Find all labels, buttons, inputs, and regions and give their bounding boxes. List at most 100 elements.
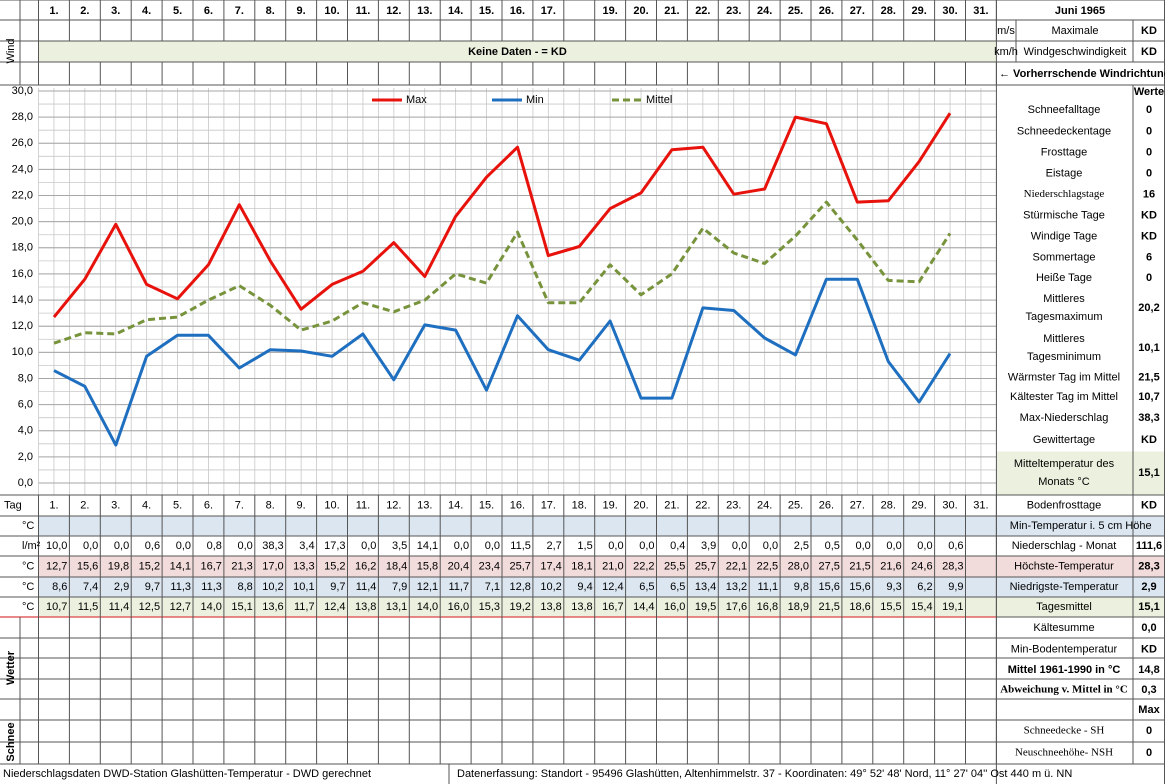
temp-value: 14,4 — [633, 601, 654, 613]
unit-label: °C — [22, 560, 34, 572]
precip-value: 0,0 — [114, 540, 129, 552]
day-label: 25. — [788, 499, 803, 511]
precip-value: 0,0 — [608, 540, 623, 552]
precip-value: 38,3 — [262, 540, 283, 552]
temp-value: 12,7 — [46, 560, 67, 572]
stat-value: 0 — [1146, 167, 1152, 179]
precip-value: 0,0 — [763, 540, 778, 552]
stat-value: 28,3 — [1138, 560, 1159, 572]
precip-value: 0,0 — [238, 540, 253, 552]
temp-value: 16,7 — [200, 560, 221, 572]
day-label: 10. — [324, 499, 339, 511]
day-label: 30. — [942, 499, 957, 511]
temp-value: 13,8 — [540, 601, 561, 613]
stat-value: 0 — [1146, 125, 1152, 137]
temp-value: 16,0 — [448, 601, 469, 613]
stat-value: 0 — [1146, 146, 1152, 158]
day-label: 3. — [111, 499, 120, 511]
temp-value: 12,8 — [509, 581, 530, 593]
precip-value: 0,0 — [732, 540, 747, 552]
temp-value: 15,6 — [849, 581, 870, 593]
cell-bg — [38, 577, 997, 597]
temp-value: 12,4 — [324, 601, 345, 613]
y-tick-label: 0,0 — [18, 477, 33, 489]
day-header: 21. — [664, 5, 679, 17]
temp-value: 15,2 — [139, 560, 160, 572]
y-tick-label: 8,0 — [18, 372, 33, 384]
temp-value: 15,5 — [880, 601, 901, 613]
stat-label: Max-Niederschlag — [1020, 412, 1109, 424]
stat-label: Niedrigste-Temperatur — [1010, 581, 1119, 593]
stat-bg — [996, 577, 1164, 597]
precip-value: 2,5 — [794, 540, 809, 552]
stat-label: Mittel 1961-1990 in °C — [1008, 664, 1121, 676]
temp-value: 25,7 — [695, 560, 716, 572]
precip-value: 2,7 — [547, 540, 562, 552]
temp-value: 6,2 — [917, 581, 932, 593]
day-header: 6. — [204, 5, 213, 17]
temp-value: 17,6 — [726, 601, 747, 613]
temp-value: 25,5 — [664, 560, 685, 572]
temp-value: 7,4 — [83, 581, 98, 593]
precip-value: 3,9 — [701, 540, 716, 552]
day-label: 21. — [664, 499, 679, 511]
temp-value: 22,2 — [633, 560, 654, 572]
snow-label: Schnee — [5, 722, 17, 761]
stat-header: Werte — [1134, 86, 1164, 98]
precip-value: 0,0 — [856, 540, 871, 552]
day-label: 1. — [49, 499, 58, 511]
stat-value: KD — [1141, 643, 1157, 655]
precip-value: 0,0 — [485, 540, 500, 552]
temp-value: 13,4 — [695, 581, 716, 593]
temp-value: 12,5 — [139, 601, 160, 613]
day-header: 7. — [235, 5, 244, 17]
legend-label: Mittel — [646, 94, 672, 106]
cell-bg — [38, 556, 997, 577]
temp-value: 10,1 — [293, 581, 314, 593]
day-label: 29. — [912, 499, 927, 511]
day-header: 20. — [633, 5, 648, 17]
stat-label: Tagesmittel — [1036, 601, 1092, 613]
day-header: 12. — [386, 5, 401, 17]
temp-value: 19,8 — [108, 560, 129, 572]
stat-label: Abweichung v. Mittel in °C — [1000, 684, 1128, 696]
precip-value: 10,0 — [46, 540, 67, 552]
stat-label: Neuschneehöhe- NSH — [1015, 747, 1113, 759]
day-label: 20. — [633, 499, 648, 511]
day-label: 14. — [448, 499, 463, 511]
day-header: 30. — [942, 5, 957, 17]
day-label: 7. — [235, 499, 244, 511]
day-header: 8. — [266, 5, 275, 17]
stat-value: 14,8 — [1138, 664, 1159, 676]
temp-value: 13,8 — [571, 601, 592, 613]
temp-value: 9,8 — [794, 581, 809, 593]
temp-value: 15,6 — [818, 581, 839, 593]
temp-value: 7,1 — [485, 581, 500, 593]
temp-value: 19,2 — [509, 601, 530, 613]
temp-value: 11,3 — [201, 581, 222, 593]
temp-value: 13,6 — [262, 601, 283, 613]
precip-value: 0,0 — [917, 540, 932, 552]
day-header: 22. — [695, 5, 710, 17]
temp-value: 17,4 — [540, 560, 561, 572]
footer-left: Niederschlagsdaten DWD-Station Glashütte… — [3, 768, 371, 780]
day-header: 1. — [49, 5, 58, 17]
stat-value: 6 — [1146, 251, 1152, 263]
precip-value: 0,6 — [948, 540, 963, 552]
temp-value: 21,5 — [818, 601, 839, 613]
temp-value: 24,6 — [911, 560, 932, 572]
precip-value: 0,0 — [639, 540, 654, 552]
stat-value: 21,5 — [1138, 371, 1159, 383]
day-label: 16. — [510, 499, 525, 511]
temp-value: 16,8 — [757, 601, 778, 613]
day-label: 13. — [417, 499, 432, 511]
stat-value: KD — [1141, 499, 1157, 511]
unit-label: °C — [22, 601, 34, 613]
stat-label: Frosttage — [1041, 146, 1087, 158]
temp-value: 25,7 — [509, 560, 530, 572]
temp-value: 11,7 — [294, 601, 315, 613]
legend-label: Max — [406, 94, 427, 106]
precip-value: 3,5 — [392, 540, 407, 552]
legend-label: Min — [526, 94, 544, 106]
temp-value: 12,1 — [417, 581, 438, 593]
